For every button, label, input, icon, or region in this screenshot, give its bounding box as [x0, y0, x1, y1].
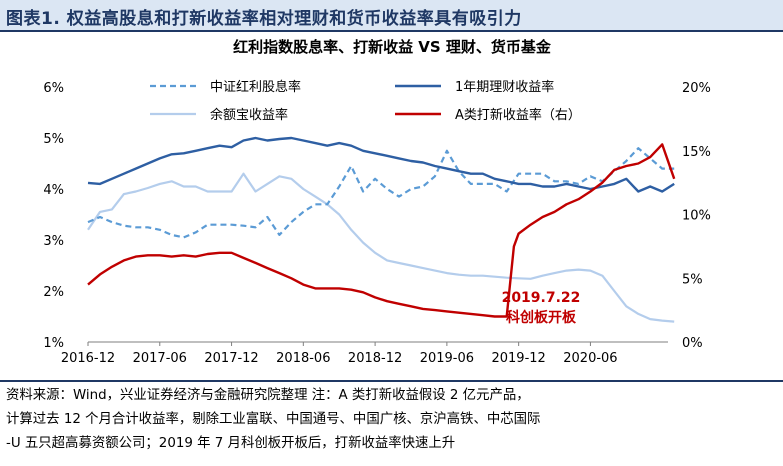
y-right-tick-label: 5%: [682, 272, 703, 287]
y-right-tick-label: 0%: [682, 336, 703, 351]
legend-label: 1年期理财收益率: [455, 79, 554, 95]
legend-label: A类打新收益率（右）: [455, 107, 581, 123]
x-tick-label: 2017-12: [204, 351, 258, 366]
chart-annotation: 2019.7.22 科创板开板: [502, 290, 581, 326]
series-line: [87, 143, 676, 318]
x-tick-label: 2020-06: [563, 351, 617, 366]
x-tick-label: 2019-06: [420, 351, 474, 366]
y-left-tick-label: 6%: [43, 81, 64, 96]
y-left-tick-label: 2%: [43, 285, 64, 300]
line-chart: 红利指数股息率、打新收益 VS 理财、货币基金 1% 2% 3% 4% 5% 6% 0% 5%…: [43, 38, 711, 366]
legend-label: 中证红利股息率: [210, 79, 301, 95]
annotation-label: 2019.7.22: [502, 290, 581, 306]
source-note-line: 计算过去 12 个月合计收益率，剔除工业富联、中国通号、中国广核、京沪高铁、中芯…: [6, 412, 541, 427]
y-right-tick-label: 10%: [682, 209, 711, 224]
y-right-tick-label: 20%: [682, 81, 711, 96]
footer-divider: [0, 380, 783, 382]
x-tick-label: 2019-12: [491, 351, 545, 366]
source-note: 资料来源：Wind，兴业证券经济与金融研究院整理 注：A 类打新收益假设 2 亿…: [6, 384, 778, 456]
x-tick-label: 2018-06: [276, 351, 330, 366]
figure-header: 图表1. 权益高股息和打新收益率相对理财和货币收益率具有吸引力: [0, 0, 783, 30]
x-tick-label: 2017-06: [133, 351, 187, 366]
y-left-tick-label: 5%: [43, 132, 64, 147]
series-line: [87, 136, 675, 193]
annotation-label: 科创板开板: [506, 309, 577, 326]
y-left-tick-label: 3%: [43, 234, 64, 249]
x-tick-label: 2018-12: [348, 351, 402, 366]
source-note-line: -U 五只超高募资额公司；2019 年 7 月科创板开板后，打新收益率快速上升: [6, 436, 456, 451]
y-left-tick-label: 1%: [43, 336, 64, 351]
series-line: [87, 172, 675, 323]
source-note-line: 资料来源：Wind，兴业证券经济与金融研究院整理 注：A 类打新收益假设 2 亿…: [6, 388, 530, 403]
header-divider: [0, 30, 783, 32]
chart-axes: 1% 2% 3% 4% 5% 6% 0% 5% 10% 15% 20% 2016-12 2017-06 2…: [43, 81, 711, 366]
x-tick-label: 2016-12: [61, 351, 115, 366]
figure-title: 图表1. 权益高股息和打新收益率相对理财和货币收益率具有吸引力: [6, 9, 522, 29]
chart-title: 红利指数股息率、打新收益 VS 理财、货币基金: [233, 38, 552, 56]
chart-series: [87, 136, 676, 323]
series-line: [87, 147, 675, 239]
y-left-tick-label: 4%: [43, 183, 64, 198]
y-right-tick-label: 15%: [682, 145, 711, 160]
legend-label: 余额宝收益率: [210, 107, 288, 123]
